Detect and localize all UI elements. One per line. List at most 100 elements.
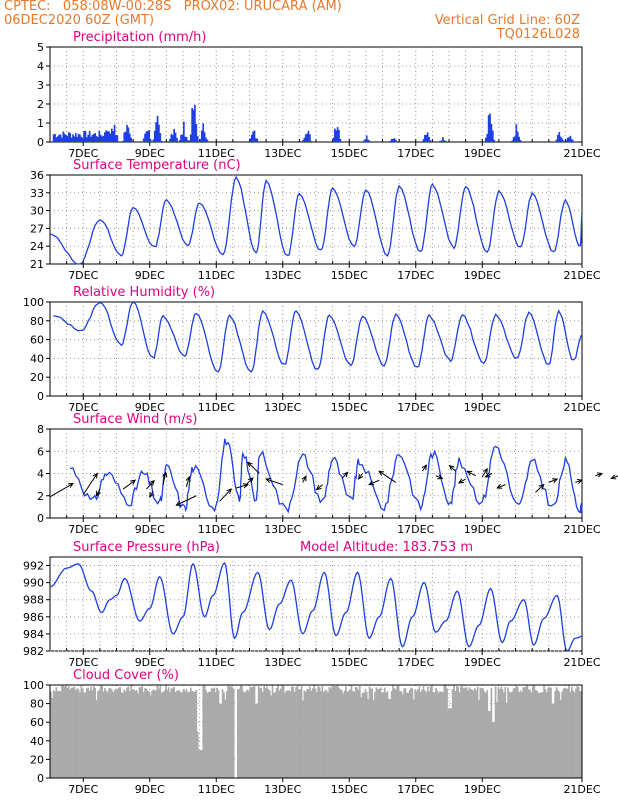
precip-bar bbox=[555, 139, 558, 142]
cloud-bar bbox=[361, 692, 364, 778]
wind-arrow-head bbox=[368, 480, 375, 486]
x-tick-label: 9DEC bbox=[135, 523, 165, 536]
cloud-bar bbox=[282, 685, 285, 778]
x-tick-label: 7DEC bbox=[68, 147, 98, 160]
cloud-bar bbox=[94, 687, 97, 778]
cloud-bar bbox=[421, 689, 423, 778]
cloud-bar bbox=[102, 691, 105, 778]
cloud-bar bbox=[532, 686, 534, 778]
cloud-bar bbox=[412, 699, 415, 778]
cloud-bar bbox=[406, 692, 408, 778]
wind-arrow-shaft bbox=[247, 462, 260, 474]
cloud-bar bbox=[407, 692, 410, 778]
x-tick-label: 13DEC bbox=[264, 523, 301, 536]
precip-bar bbox=[79, 134, 81, 142]
precip-bar bbox=[145, 131, 148, 142]
precip-bar bbox=[206, 139, 209, 142]
cloud-bar bbox=[286, 690, 289, 778]
y-tick-label: 982 bbox=[23, 645, 44, 658]
cloud-bar bbox=[547, 687, 550, 778]
wind-arrow-head bbox=[448, 464, 455, 471]
x-tick-label: 11DEC bbox=[198, 147, 235, 160]
cloud-bar bbox=[284, 692, 286, 778]
cloud-bar bbox=[203, 685, 206, 778]
cloud-bar bbox=[127, 686, 130, 778]
cloud-bar bbox=[437, 692, 440, 778]
cloud-bar bbox=[195, 690, 198, 778]
cloud-bar bbox=[317, 686, 320, 778]
y-tick-label: 1 bbox=[37, 117, 44, 130]
cloud-bar bbox=[422, 686, 425, 778]
precip-bar bbox=[514, 136, 516, 142]
precip-bar bbox=[363, 140, 365, 142]
panel-cloud: Cloud Cover (%) 0 20 40 60 80 100 7DEC 9DEC 11DEC… bbox=[23, 668, 601, 796]
y-tick-label: 0 bbox=[37, 136, 44, 149]
cloud-bar bbox=[365, 691, 368, 778]
cloud-bar bbox=[374, 691, 376, 778]
precip-bar bbox=[491, 130, 494, 142]
wind-arrow-shaft bbox=[265, 478, 283, 486]
cloud-bar bbox=[104, 688, 106, 778]
cloud-bar bbox=[307, 689, 310, 778]
panel-frame bbox=[49, 301, 583, 397]
cloud-bar bbox=[141, 685, 144, 778]
cloud-bar bbox=[248, 691, 250, 778]
cloud-bar bbox=[131, 689, 134, 778]
precip-bar bbox=[70, 137, 73, 142]
wind-arrow-head bbox=[96, 490, 101, 497]
cloud-bar bbox=[471, 689, 473, 778]
cloud-bar bbox=[352, 691, 354, 778]
cloud-bar bbox=[480, 688, 483, 778]
x-tick-label: 21DEC bbox=[563, 656, 600, 669]
cloud-bar bbox=[152, 689, 155, 778]
x-tick-label: 17DEC bbox=[397, 523, 434, 536]
cloud-bar bbox=[347, 691, 350, 778]
precip-bar bbox=[90, 136, 92, 142]
precip-bar bbox=[88, 130, 91, 142]
x-tick-label: 21DEC bbox=[563, 401, 600, 414]
wind-arrow-head bbox=[466, 470, 473, 476]
cloud-bar bbox=[336, 685, 339, 778]
cloud-bar bbox=[493, 722, 496, 778]
cloud-bar bbox=[281, 685, 284, 778]
cloud-bar bbox=[339, 689, 342, 778]
precip-bar bbox=[426, 132, 429, 142]
cloud-bar bbox=[439, 691, 441, 778]
precip-bar bbox=[59, 134, 62, 142]
cloud-bar bbox=[363, 692, 365, 778]
wind-arrow-shaft bbox=[245, 477, 254, 485]
cloud-bar bbox=[329, 688, 332, 778]
cloud-bar bbox=[544, 689, 547, 778]
cloud-bar bbox=[539, 692, 541, 778]
x-tick-label: 7DEC bbox=[68, 401, 98, 414]
precip-bar bbox=[152, 139, 155, 142]
cloud-bar bbox=[73, 686, 76, 778]
cloud-bar bbox=[241, 685, 243, 778]
precip-bar bbox=[106, 131, 109, 142]
y-tick-label: 988 bbox=[23, 594, 44, 607]
precip-bar bbox=[518, 136, 520, 142]
precip-bar bbox=[149, 138, 152, 142]
cloud-bar bbox=[212, 688, 214, 778]
cloud-bar bbox=[442, 692, 444, 778]
wind-arrow-shaft bbox=[342, 472, 348, 479]
precip-bar bbox=[443, 140, 446, 142]
wind-arrow bbox=[496, 483, 506, 489]
wind-arrow-head bbox=[342, 471, 349, 478]
precip-bar bbox=[493, 139, 496, 142]
wind-arrow bbox=[49, 482, 74, 498]
cloud-bar bbox=[116, 689, 119, 778]
precip-bar bbox=[440, 140, 443, 142]
cloud-bar bbox=[105, 690, 108, 778]
precip-bar bbox=[171, 135, 174, 142]
cloud-bar bbox=[264, 688, 267, 778]
cloud-bar bbox=[479, 687, 482, 778]
cloud-bar bbox=[396, 685, 399, 778]
precip-bar bbox=[194, 104, 196, 142]
cloud-bar bbox=[435, 688, 437, 778]
cloud-bar bbox=[343, 690, 346, 778]
cloud-bar bbox=[79, 692, 81, 778]
cloud-bar bbox=[548, 686, 551, 778]
cloud-bar bbox=[364, 690, 367, 778]
wind-arrow-shaft bbox=[82, 473, 98, 495]
